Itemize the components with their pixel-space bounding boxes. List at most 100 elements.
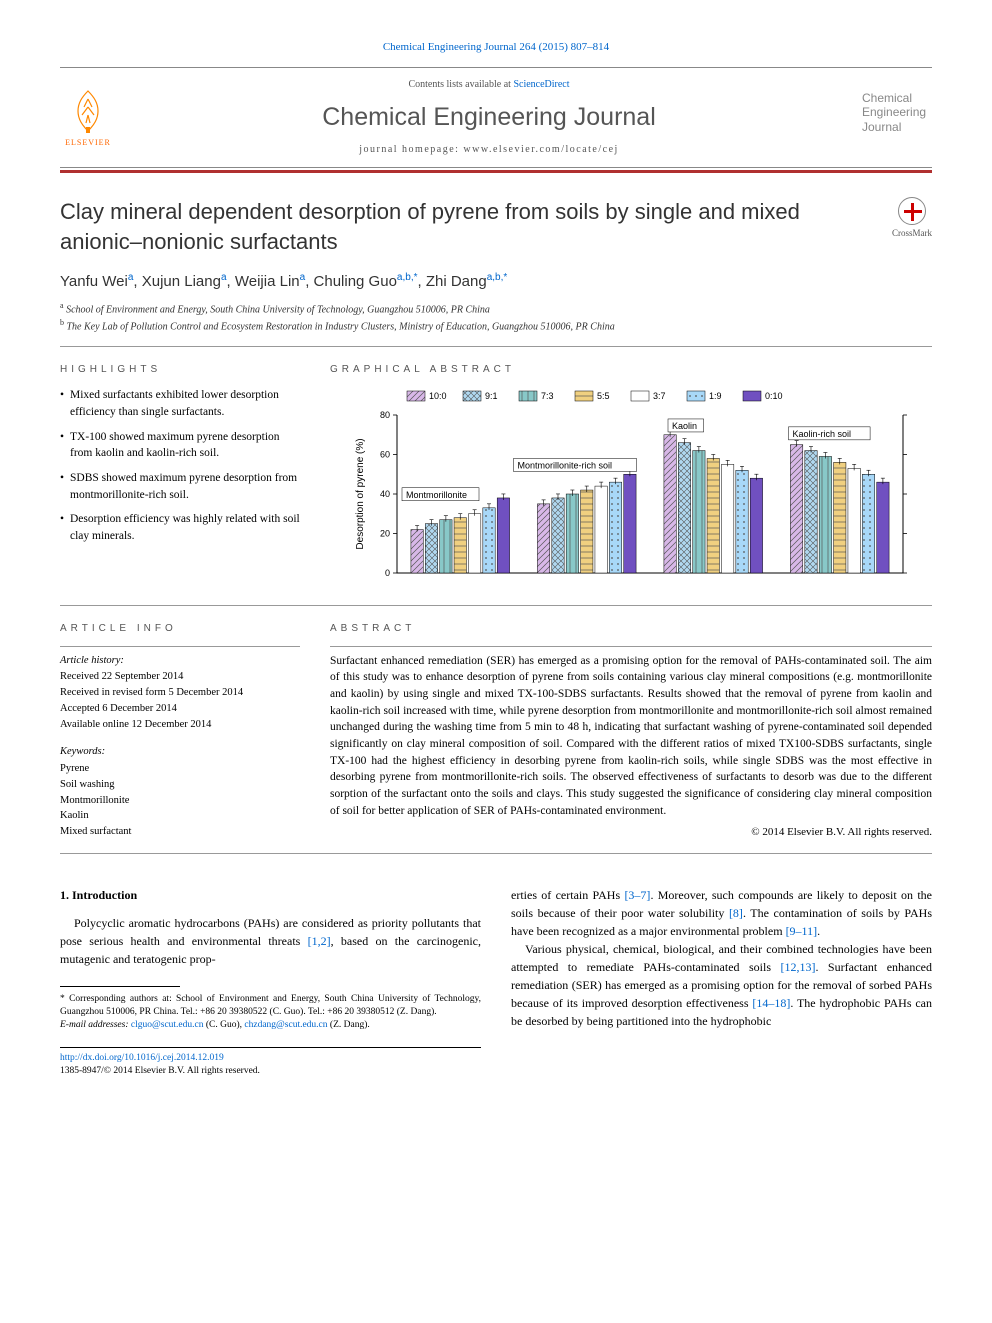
intro-para-2: erties of certain PAHs [3–7]. Moreover, … xyxy=(511,886,932,940)
homepage-url[interactable]: www.elsevier.com/locate/cej xyxy=(463,144,618,155)
corr-author-note: * Corresponding authors at: School of En… xyxy=(60,993,481,1020)
svg-text:3:7: 3:7 xyxy=(653,391,666,401)
info-abstract-row: ARTICLE INFO Article history: Received 2… xyxy=(60,622,932,841)
keywords-label: Keywords: xyxy=(60,744,300,760)
svg-text:7:3: 7:3 xyxy=(541,391,554,401)
ref-link[interactable]: [1,2] xyxy=(308,934,331,948)
highlights-list: Mixed surfactants exhibited lower desorp… xyxy=(60,387,300,544)
crossmark-label: CrossMark xyxy=(892,227,932,240)
ref-link[interactable]: [12,13] xyxy=(780,960,815,974)
history-line: Available online 12 December 2014 xyxy=(60,717,300,733)
body-columns: 1. Introduction Polycyclic aromatic hydr… xyxy=(60,886,932,1078)
article-info-heading: ARTICLE INFO xyxy=(60,622,300,636)
elsevier-tree-icon xyxy=(64,87,112,135)
masthead-center: Contents lists available at ScienceDirec… xyxy=(134,78,844,157)
body-col-left: 1. Introduction Polycyclic aromatic hydr… xyxy=(60,886,481,1078)
svg-text:40: 40 xyxy=(380,489,390,499)
accent-bar xyxy=(60,170,932,173)
article-title: Clay mineral dependent desorption of pyr… xyxy=(60,197,872,256)
crossmark-badge[interactable]: CrossMark xyxy=(892,197,932,240)
graphical-abstract-block: GRAPHICAL ABSTRACT 10:0 9:1 7:3 5:5 3:7 1:9 0:… xyxy=(330,363,932,592)
keywords-block: Keywords: PyreneSoil washingMontmorillon… xyxy=(60,744,300,840)
abstract-block: ABSTRACT Surfactant enhanced remediation… xyxy=(330,622,932,841)
homepage-prefix: journal homepage: xyxy=(359,144,463,155)
journal-cover-thumb: Chemical Engineering Journal xyxy=(862,87,932,149)
elsevier-publisher-text: ELSEVIER xyxy=(65,137,111,148)
body-col-right: erties of certain PAHs [3–7]. Moreover, … xyxy=(511,886,932,1078)
masthead: ELSEVIER Contents lists available at Sci… xyxy=(60,67,932,168)
keyword-item: Kaolin xyxy=(60,808,300,824)
journal-ref-link[interactable]: Chemical Engineering Journal 264 (2015) … xyxy=(383,41,609,53)
svg-text:5:5: 5:5 xyxy=(597,391,610,401)
footer-text: http://dx.doi.org/10.1016/j.cej.2014.12.… xyxy=(60,1052,481,1079)
article-info-block: ARTICLE INFO Article history: Received 2… xyxy=(60,622,300,841)
email-link[interactable]: chzdang@scut.edu.cn xyxy=(244,1020,327,1030)
rule-info-top xyxy=(60,646,300,647)
highlights-heading: HIGHLIGHTS xyxy=(60,363,300,377)
svg-text:0: 0 xyxy=(385,568,390,578)
ref-link[interactable]: [14–18] xyxy=(752,996,790,1010)
title-row: Clay mineral dependent desorption of pyr… xyxy=(60,197,932,256)
intro-para-3: Various physical, chemical, biological, … xyxy=(511,940,932,1030)
contents-available-line: Contents lists available at ScienceDirec… xyxy=(134,78,844,92)
svg-text:10:0: 10:0 xyxy=(429,391,447,401)
keyword-item: Soil washing xyxy=(60,777,300,793)
history-line: Received 22 September 2014 xyxy=(60,669,300,685)
svg-text:9:1: 9:1 xyxy=(485,391,498,401)
ref-link[interactable]: [9–11] xyxy=(786,924,818,938)
email-line: E-mail addresses: clguo@scut.edu.cn (C. … xyxy=(60,1019,481,1032)
intro-heading: 1. Introduction xyxy=(60,886,481,904)
ref-link[interactable]: [8] xyxy=(729,906,743,920)
svg-text:20: 20 xyxy=(380,529,390,539)
svg-text:1:9: 1:9 xyxy=(709,391,722,401)
rule-abstract-top xyxy=(330,646,932,647)
keyword-item: Pyrene xyxy=(60,761,300,777)
email-link[interactable]: clguo@scut.edu.cn xyxy=(131,1020,204,1030)
journal-homepage-line: journal homepage: www.elsevier.com/locat… xyxy=(134,143,844,157)
ref-link[interactable]: [3–7] xyxy=(624,888,650,902)
svg-text:Kaolin-rich soil: Kaolin-rich soil xyxy=(793,429,852,439)
svg-text:Montmorillonite: Montmorillonite xyxy=(406,490,467,500)
highlight-item: Mixed surfactants exhibited lower desorp… xyxy=(60,387,300,420)
highlights-graphical-row: HIGHLIGHTS Mixed surfactants exhibited l… xyxy=(60,363,932,592)
abstract-heading: ABSTRACT xyxy=(330,622,932,636)
journal-title-main: Chemical Engineering Journal xyxy=(134,100,844,135)
highlight-item: TX-100 showed maximum pyrene desorption … xyxy=(60,429,300,462)
footer-rule xyxy=(60,1047,481,1048)
issn-line: 1385-8947/© 2014 Elsevier B.V. All right… xyxy=(60,1066,260,1076)
authors-line: Yanfu Weia, Xujun Lianga, Weijia Lina, C… xyxy=(60,271,932,292)
sciencedirect-link[interactable]: ScienceDirect xyxy=(513,79,569,90)
svg-text:Montmorillonite-rich soil: Montmorillonite-rich soil xyxy=(518,461,613,471)
article-history-label: Article history: xyxy=(60,653,300,669)
article-history: Article history: Received 22 September 2… xyxy=(60,653,300,733)
journal-reference: Chemical Engineering Journal 264 (2015) … xyxy=(60,40,932,55)
intro-para-1: Polycyclic aromatic hydrocarbons (PAHs) … xyxy=(60,914,481,968)
svg-text:60: 60 xyxy=(380,450,390,460)
history-line: Accepted 6 December 2014 xyxy=(60,701,300,717)
highlights-block: HIGHLIGHTS Mixed surfactants exhibited l… xyxy=(60,363,300,592)
svg-text:80: 80 xyxy=(380,410,390,420)
doi-link[interactable]: http://dx.doi.org/10.1016/j.cej.2014.12.… xyxy=(60,1053,224,1063)
bar-chart-svg: 10:0 9:1 7:3 5:5 3:7 1:9 0:10 0 20 40 60 80 Desorpti… xyxy=(330,387,932,587)
keyword-item: Montmorillonite xyxy=(60,793,300,809)
rule-after-affil xyxy=(60,346,932,347)
crossmark-icon xyxy=(898,197,926,225)
svg-text:Kaolin: Kaolin xyxy=(672,421,697,431)
svg-text:0:10: 0:10 xyxy=(765,391,783,401)
highlight-item: Desorption efficiency was highly related… xyxy=(60,511,300,544)
footnote-rule xyxy=(60,986,180,987)
history-line: Received in revised form 5 December 2014 xyxy=(60,685,300,701)
keyword-item: Mixed surfactant xyxy=(60,824,300,840)
graphical-abstract-chart: 10:0 9:1 7:3 5:5 3:7 1:9 0:10 0 20 40 60 80 Desorpti… xyxy=(330,387,932,592)
rule-after-highlights xyxy=(60,605,932,606)
affiliations: a School of Environment and Energy, Sout… xyxy=(60,300,932,335)
elsevier-logo[interactable]: ELSEVIER xyxy=(60,87,116,149)
footnotes: * Corresponding authors at: School of En… xyxy=(60,993,481,1033)
highlight-item: SDBS showed maximum pyrene desorption fr… xyxy=(60,470,300,503)
contents-prefix: Contents lists available at xyxy=(408,79,513,90)
rule-after-abstract xyxy=(60,853,932,854)
graphical-heading: GRAPHICAL ABSTRACT xyxy=(330,363,932,377)
svg-text:Desorption of pyrene (%): Desorption of pyrene (%) xyxy=(355,439,366,550)
copyright-line: © 2014 Elsevier B.V. All rights reserved… xyxy=(330,825,932,840)
abstract-text: Surfactant enhanced remediation (SER) ha… xyxy=(330,653,932,820)
